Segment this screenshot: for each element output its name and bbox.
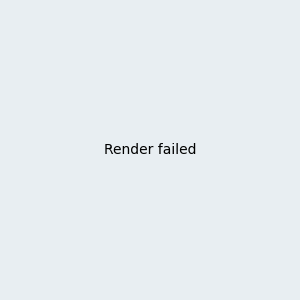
Text: Render failed: Render failed [104, 143, 196, 157]
